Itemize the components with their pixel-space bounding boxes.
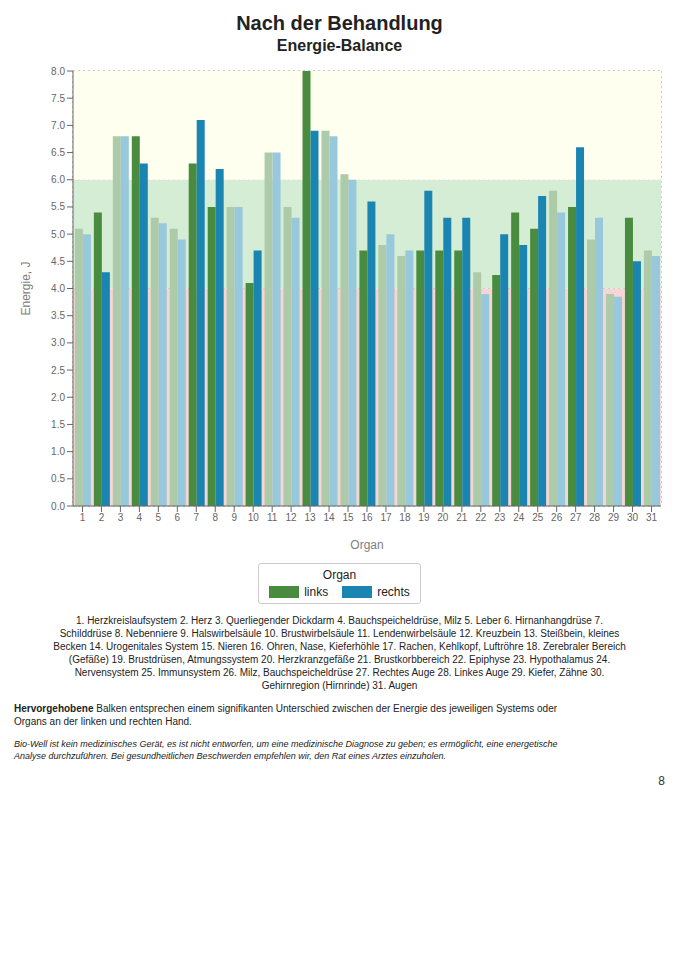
html-text:Bio-Well ist kein medizinische: Bio-Well ist kein medizinisches Gerät, e… [14, 739, 558, 761]
svg-text:8: 8 [212, 512, 218, 523]
svg-text:3: 3 [118, 512, 124, 523]
svg-text:28: 28 [589, 512, 601, 523]
html-text:links: links [304, 585, 329, 599]
svg-text:12: 12 [286, 512, 298, 523]
svg-text:14: 14 [324, 512, 336, 523]
svg-text:30: 30 [627, 512, 639, 523]
html-text:Energie-Balance: Energie-Balance [276, 37, 403, 54]
html-text:Schilddrüse 8. Nebenniere 9. H: Schilddrüse 8. Nebenniere 9. Halswirbels… [59, 628, 620, 639]
svg-text:20: 20 [437, 512, 449, 523]
svg-text:8.0: 8.0 [51, 66, 65, 77]
html-text:(Gefäße) 19. Brustdrüsen, Atmu: (Gefäße) 19. Brustdrüsen, Atmungssystem … [68, 654, 611, 665]
svg-text:10: 10 [248, 512, 260, 523]
svg-text:13: 13 [305, 512, 317, 523]
html-text:Hervorgehobene Balken entsprec: Hervorgehobene Balken entsprechen einem … [14, 703, 558, 727]
html-text:Nach der Behandlung: Nach der Behandlung [236, 12, 443, 34]
svg-text:2.0: 2.0 [51, 392, 65, 403]
html-text:Gehirnregion (Hirnrinde) 31. A: Gehirnregion (Hirnrinde) 31. Augen [261, 680, 418, 691]
svg-text:1.0: 1.0 [51, 446, 65, 457]
svg-text:5: 5 [156, 512, 162, 523]
html-text:Becken 14. Urogenitales System: Becken 14. Urogenitales System 15. Niere… [53, 641, 626, 652]
svg-text:2.5: 2.5 [51, 365, 65, 376]
svg-text:27: 27 [570, 512, 582, 523]
svg-text:3.5: 3.5 [51, 310, 65, 321]
html-text:Nervensystem 25. Immunsystem 2: Nervensystem 25. Immunsystem 26. Milz, B… [74, 667, 605, 678]
svg-text:7.5: 7.5 [51, 93, 65, 104]
svg-text:7.0: 7.0 [51, 120, 65, 131]
svg-text:6.0: 6.0 [51, 174, 65, 185]
svg-text:25: 25 [532, 512, 544, 523]
svg-text:4.5: 4.5 [51, 256, 65, 267]
svg-text:3.0: 3.0 [51, 337, 65, 348]
svg-text:5.5: 5.5 [51, 201, 65, 212]
svg-text:Energie, J: Energie, J [19, 261, 33, 315]
svg-text:26: 26 [551, 512, 563, 523]
svg-text:22: 22 [475, 512, 487, 523]
svg-text:7: 7 [194, 512, 200, 523]
svg-text:0.5: 0.5 [51, 473, 65, 484]
svg-text:1: 1 [80, 512, 86, 523]
svg-text:6: 6 [175, 512, 181, 523]
svg-text:21: 21 [456, 512, 468, 523]
svg-text:2: 2 [99, 512, 105, 523]
svg-text:24: 24 [513, 512, 525, 523]
svg-text:11: 11 [267, 512, 278, 523]
svg-text:6.5: 6.5 [51, 147, 65, 158]
html-text:1. Herzkreislaufsystem 2. Herz: 1. Herzkreislaufsystem 2. Herz 3. Querli… [76, 615, 603, 626]
svg-text:Organ: Organ [350, 538, 383, 552]
svg-text:4: 4 [137, 512, 143, 523]
svg-text:17: 17 [380, 512, 392, 523]
svg-text:5.0: 5.0 [51, 229, 65, 240]
html-text:Organ: Organ [322, 568, 357, 582]
svg-text:15: 15 [342, 512, 354, 523]
svg-text:9: 9 [231, 512, 237, 523]
svg-text:16: 16 [361, 512, 373, 523]
svg-text:1.5: 1.5 [51, 419, 65, 430]
svg-text:0.0: 0.0 [51, 501, 65, 512]
svg-text:29: 29 [608, 512, 620, 523]
svg-text:4.0: 4.0 [51, 283, 65, 294]
svg-text:19: 19 [418, 512, 430, 523]
svg-text:31: 31 [646, 512, 658, 523]
html-text:8: 8 [658, 774, 665, 788]
svg-text:23: 23 [494, 512, 506, 523]
svg-text:18: 18 [399, 512, 411, 523]
html-text:rechts: rechts [377, 585, 410, 599]
